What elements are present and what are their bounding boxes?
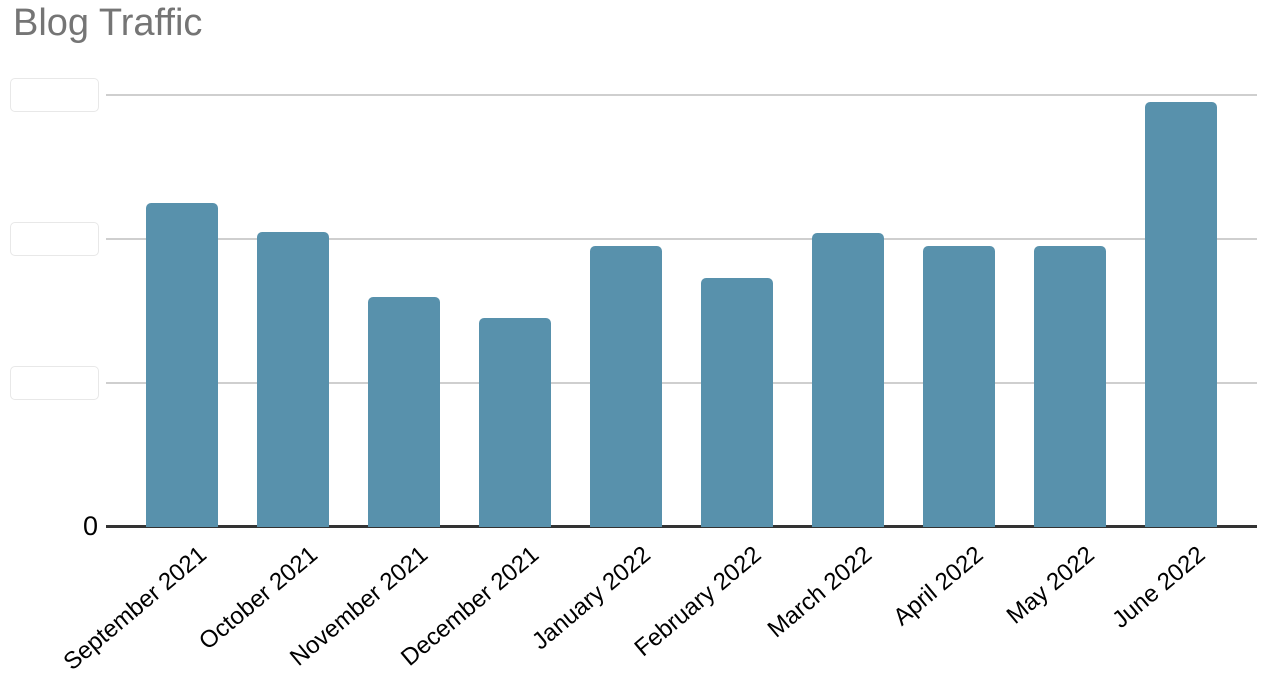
x-axis-line bbox=[106, 525, 1257, 528]
bar-april-2022[interactable] bbox=[923, 246, 995, 527]
x-axis-label-march-2022: March 2022 bbox=[762, 541, 878, 644]
y-axis-redacted-tick-label-box bbox=[10, 78, 99, 112]
chart-title: Blog Traffic bbox=[13, 2, 203, 44]
bar-january-2022[interactable] bbox=[590, 246, 662, 527]
bar-february-2022[interactable] bbox=[701, 277, 773, 527]
y-axis-zero-tick-label: 0 bbox=[82, 511, 98, 541]
gridline bbox=[106, 238, 1257, 240]
bar-september-2021[interactable] bbox=[146, 203, 218, 527]
bar-march-2022[interactable] bbox=[812, 233, 884, 527]
x-axis-label-april-2022: April 2022 bbox=[888, 541, 989, 632]
bar-june-2022[interactable] bbox=[1145, 102, 1217, 527]
plot-area bbox=[106, 94, 1257, 529]
y-axis-redacted-tick-label-box bbox=[10, 366, 99, 400]
bar-november-2021[interactable] bbox=[368, 296, 440, 527]
x-axis-label-may-2022: May 2022 bbox=[1001, 541, 1100, 630]
x-axis-label-june-2022: June 2022 bbox=[1107, 541, 1211, 634]
bar-october-2021[interactable] bbox=[257, 231, 329, 527]
gridline bbox=[106, 94, 1257, 96]
x-axis-label-september-2021: September 2021 bbox=[58, 541, 212, 676]
y-axis-redacted-tick-label-box bbox=[10, 222, 99, 256]
bar-december-2021[interactable] bbox=[479, 318, 551, 527]
gridline bbox=[106, 382, 1257, 384]
bar-may-2022[interactable] bbox=[1034, 246, 1106, 527]
